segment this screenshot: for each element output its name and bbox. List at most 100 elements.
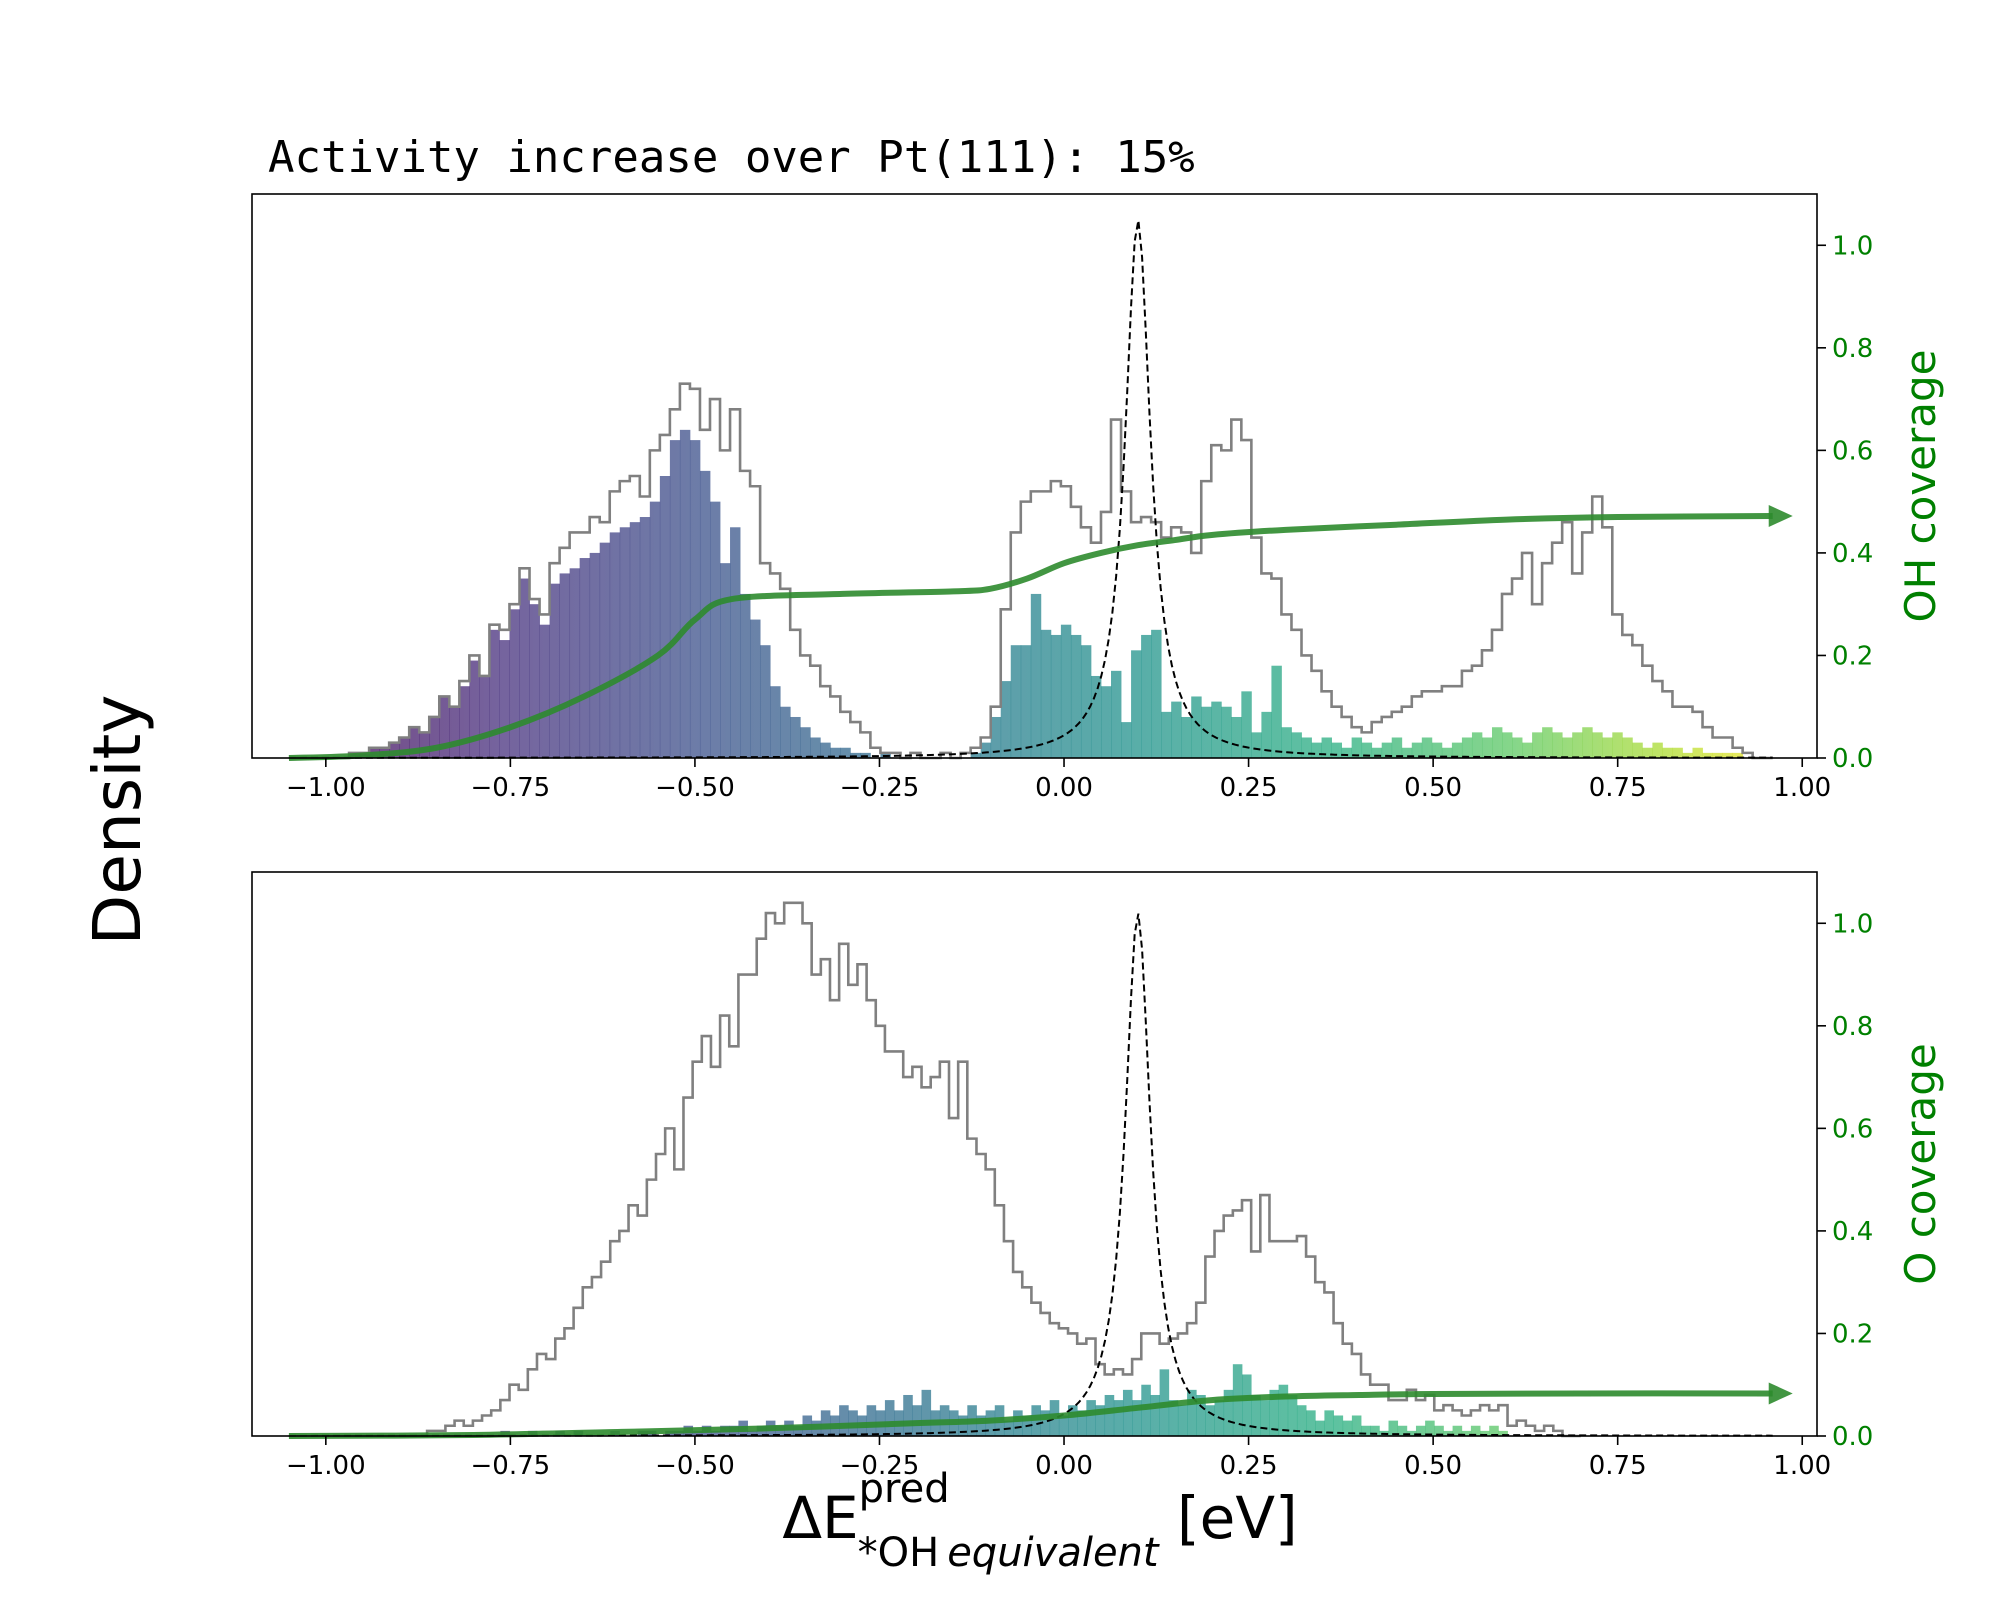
filled-bar-oh	[1311, 742, 1322, 758]
filled-bar-oh	[659, 476, 671, 758]
filled-bar-o	[1452, 1425, 1463, 1436]
panel-o: −1.00 −0.75 −0.50 −0.25 0.00 0.25 0.50 0.75 1.00…	[251, 871, 1945, 1481]
filled-bar-oh	[1461, 737, 1473, 758]
filled-bar-o	[1461, 1430, 1472, 1436]
filled-bar-o	[1113, 1400, 1124, 1436]
filled-bar-oh	[709, 501, 721, 758]
filled-bar-oh	[1100, 686, 1112, 758]
filled-bar-oh	[1642, 747, 1653, 758]
filled-bar-oh	[679, 429, 691, 758]
filled-bar-o	[1068, 1405, 1078, 1436]
filled-bar-o	[1388, 1420, 1399, 1436]
filled-bar-o	[1278, 1384, 1289, 1436]
filled-bar-oh	[1612, 732, 1623, 758]
filled-bar-oh	[489, 629, 500, 758]
filled-bar-oh	[730, 527, 741, 758]
filled-bar-oh	[1040, 629, 1052, 758]
right-axis-o: 0.0 0.2 0.4 0.6 0.8 1.0	[1817, 909, 1873, 1452]
filled-bar-oh	[499, 640, 510, 758]
volcano-curve-o	[288, 913, 1773, 1437]
filled-bar-o	[1434, 1425, 1444, 1436]
filled-bar-oh	[1682, 752, 1693, 758]
filled-bar-oh	[519, 578, 530, 758]
filled-bar-o	[710, 1430, 721, 1436]
right-tick-label: 0.8	[1832, 334, 1873, 364]
filled-bar-oh	[1141, 634, 1152, 758]
x-tick-label: 0.25	[1220, 773, 1278, 803]
filled-bar-oh	[479, 675, 490, 758]
coverage-curve-o	[288, 1390, 1773, 1439]
filled-bar-oh	[800, 727, 811, 758]
filled-bar-oh	[1281, 727, 1292, 758]
x-tick-label: −1.00	[286, 773, 366, 803]
filled-bar-oh	[790, 716, 801, 758]
filled-bar-oh	[439, 696, 450, 758]
filled-bar-o	[1269, 1389, 1280, 1436]
filled-bar-oh	[669, 440, 681, 758]
filled-bar-o	[839, 1405, 849, 1436]
filled-bar-oh	[1351, 737, 1363, 758]
filled-bar-oh	[589, 552, 601, 758]
filled-bar-o	[1333, 1415, 1344, 1436]
filled-bar-o	[1251, 1394, 1261, 1436]
filled-bar-o	[1013, 1410, 1023, 1436]
filled-bar-oh	[639, 517, 651, 758]
filled-bar-oh	[1251, 732, 1262, 758]
filled-bar-oh	[1552, 732, 1563, 758]
filled-bar-oh	[1421, 737, 1433, 758]
filled-bar-o	[976, 1415, 987, 1436]
filled-bar-oh	[419, 732, 430, 758]
filled-bar-o	[1315, 1420, 1325, 1436]
right-tick-label: 0.4	[1832, 539, 1873, 569]
coverage-arrowhead-oh	[1768, 504, 1793, 527]
filled-bar-oh	[1502, 732, 1513, 758]
filled-bar-o	[1095, 1405, 1106, 1436]
filled-bar-oh	[509, 609, 520, 758]
filled-bar-oh	[1181, 716, 1192, 758]
x-axis-oh: −1.00 −0.75 −0.50 −0.25 0.00 0.25 0.50 0.75 1.00	[286, 758, 1831, 803]
filled-bar-o	[1223, 1389, 1234, 1436]
filled-bar-oh	[1401, 747, 1413, 758]
filled-bar-oh	[1241, 691, 1252, 758]
outline-histogram-oh	[288, 382, 1773, 760]
filled-bar-oh	[619, 527, 631, 758]
filled-bar-oh	[1361, 742, 1373, 758]
filled-bar-oh	[1602, 737, 1613, 758]
filled-bar-oh	[469, 660, 480, 758]
filled-bar-o	[692, 1430, 703, 1436]
filled-bar-oh	[1712, 752, 1723, 758]
filled-bar-oh	[770, 686, 781, 758]
filled-bar-oh	[1471, 732, 1483, 758]
x-tick-label: −0.75	[471, 773, 551, 803]
filled-bar-oh	[689, 440, 701, 758]
right-tick-label: 0.0	[1832, 1422, 1873, 1452]
filled-bar-o	[903, 1394, 913, 1436]
filled-bar-oh	[1161, 711, 1172, 758]
filled-bar-oh	[569, 568, 581, 758]
filled-bar-oh	[980, 742, 992, 758]
axes-frame-o	[251, 871, 1818, 1437]
right-tick-label: 1.0	[1832, 231, 1873, 261]
filled-bar-o	[1058, 1415, 1069, 1436]
filled-bar-oh	[740, 593, 751, 758]
right-tick-label: 0.8	[1832, 1012, 1873, 1042]
x-tick-label: −0.25	[840, 1451, 920, 1481]
filled-bar-o	[1351, 1415, 1362, 1436]
filled-bar-oh	[529, 604, 540, 758]
filled-bar-oh	[1662, 747, 1673, 758]
filled-bar-oh	[1522, 742, 1533, 758]
filled-bar-oh	[1000, 681, 1012, 758]
axes-frame-oh	[251, 193, 1818, 759]
filled-bar-oh	[599, 542, 611, 758]
filled-bar-oh	[1391, 737, 1403, 758]
x-tick-label: 0.25	[1220, 1451, 1278, 1481]
xlabel-sup: pred	[859, 1466, 950, 1512]
title-prefix: Activity increase over Pt(111):	[268, 132, 1089, 183]
right-tick-label: 0.2	[1832, 641, 1873, 671]
filled-bar-oh	[449, 706, 460, 758]
filled-bar-oh	[1261, 711, 1272, 758]
filled-bar-o	[866, 1405, 877, 1436]
x-tick-label: 0.00	[1035, 773, 1093, 803]
x-tick-label: 1.00	[1773, 773, 1831, 803]
filled-bar-oh	[1491, 727, 1503, 758]
